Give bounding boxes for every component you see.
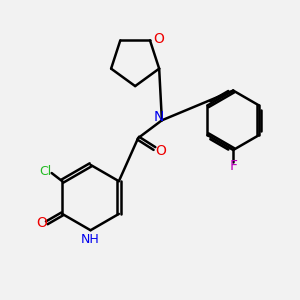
Text: O: O: [156, 145, 167, 158]
Text: F: F: [229, 159, 237, 173]
Text: O: O: [36, 216, 47, 230]
Text: O: O: [153, 32, 164, 46]
Text: Cl: Cl: [39, 165, 51, 178]
Text: NH: NH: [81, 233, 100, 246]
Text: N: N: [153, 110, 164, 124]
